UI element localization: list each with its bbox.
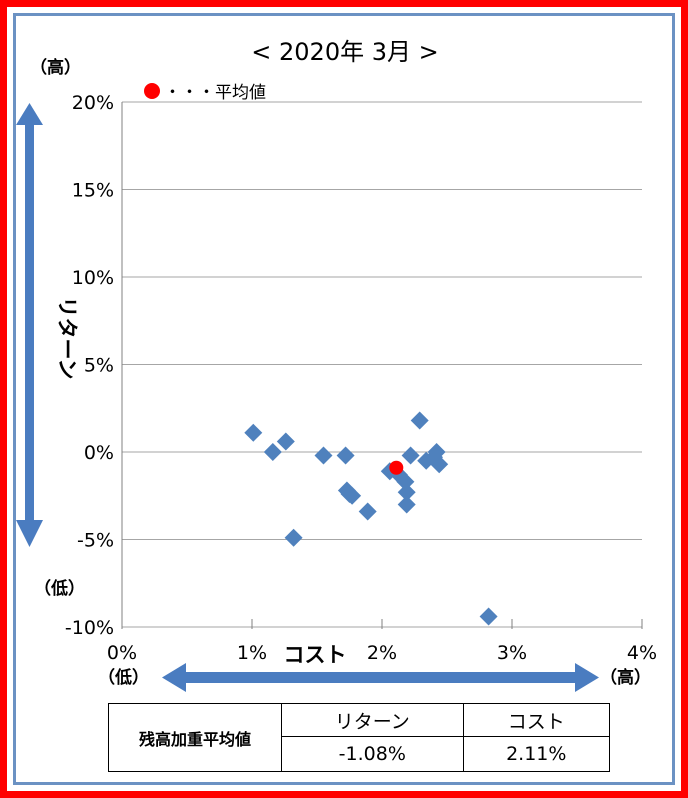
fund-point	[427, 443, 446, 461]
fund-point	[263, 443, 282, 461]
fund-point	[343, 486, 362, 505]
y-arrow-shaft	[25, 122, 34, 522]
fund-point	[276, 432, 295, 451]
x-tick-label: 4%	[627, 642, 657, 664]
data-points	[244, 411, 498, 626]
chart-title: < 2020年 3月 >	[251, 38, 438, 66]
x-arrow-shaft	[183, 672, 583, 683]
y-arrow-head-up	[16, 103, 43, 125]
fund-point	[284, 528, 303, 547]
y-tick-label: -10%	[65, 617, 114, 639]
y-tick-label: 15%	[72, 180, 114, 202]
grid-lines	[121, 101, 643, 629]
y-tick-label: 5%	[84, 355, 114, 377]
fund-point	[410, 411, 429, 430]
y-high-label: （高）	[30, 57, 81, 78]
fund-point	[397, 483, 416, 502]
y-axis-title: リターン	[55, 297, 79, 380]
y-arrow-head-down	[16, 520, 43, 547]
fund-point	[397, 495, 416, 514]
axis-arrows	[16, 103, 599, 692]
x-low-label: （低）	[98, 667, 149, 688]
chart-panel	[13, 13, 675, 785]
fund-point	[314, 446, 333, 465]
summary-table: 残高加重平均値 リターン コスト -1.08% 2.11%	[108, 703, 611, 772]
x-tick-label: 0%	[107, 642, 137, 664]
summary-cost-value: 2.11%	[462, 736, 611, 772]
x-tick-label: 1%	[237, 642, 267, 664]
fund-point	[358, 502, 377, 521]
average-point	[389, 460, 404, 475]
fund-point	[430, 455, 449, 474]
summary-cost-header: コスト	[462, 703, 611, 737]
summary-row-header: 残高加重平均値	[108, 703, 282, 772]
x-tick-label: 3%	[497, 642, 527, 664]
y-tick-label: 10%	[72, 267, 114, 289]
legend-average-label: ・・・平均値	[164, 83, 266, 103]
fund-point	[479, 607, 498, 626]
fund-point	[401, 446, 420, 465]
summary-return-value: -1.08%	[281, 736, 464, 772]
x-axis-title: コスト	[284, 643, 347, 667]
summary-return-header: リターン	[281, 703, 464, 737]
y-tick-label: -5%	[77, 530, 114, 552]
y-tick-label: 0%	[84, 442, 114, 464]
fund-point	[244, 423, 263, 442]
fund-point	[396, 472, 415, 491]
y-low-label: （低）	[34, 578, 85, 599]
fund-point	[336, 446, 355, 465]
y-tick-label: 20%	[72, 92, 114, 114]
legend-average-marker	[144, 83, 160, 99]
x-tick-label: 2%	[367, 642, 397, 664]
x-high-label: （高）	[600, 667, 651, 688]
x-arrow-head-right	[575, 663, 599, 692]
x-arrow-head-left	[162, 663, 186, 692]
